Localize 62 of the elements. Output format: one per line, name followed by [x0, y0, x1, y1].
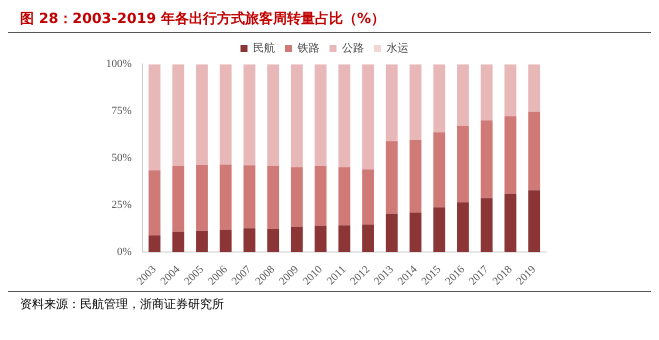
bar: [362, 169, 374, 225]
bar: [433, 64, 446, 132]
bar: [362, 224, 374, 252]
bar: [244, 228, 256, 252]
bar: [504, 194, 516, 252]
y-tick-label: 75%: [111, 104, 132, 117]
bar: [338, 64, 350, 168]
legend-label: 民航: [253, 41, 275, 54]
bar: [148, 170, 160, 236]
bar: [196, 165, 208, 231]
bar: [457, 126, 469, 202]
bar: [267, 166, 280, 229]
bar: [172, 166, 184, 232]
bar: [386, 64, 398, 142]
bar: [267, 228, 280, 252]
bar: [528, 64, 540, 112]
chart-title: 图 28：2003-2019 年各出行方式旅客周转量占比（%）: [8, 8, 651, 33]
y-tick-label: 50%: [111, 152, 132, 164]
bar: [244, 165, 256, 228]
bar: [220, 230, 232, 252]
bar: [504, 116, 516, 194]
bar: [244, 64, 256, 166]
bar: [480, 64, 493, 120]
y-tick-label: 0%: [116, 246, 132, 258]
legend-label: 公路: [342, 42, 364, 54]
bar: [290, 64, 303, 168]
bar: [267, 64, 280, 166]
bar: [220, 164, 232, 230]
bar: [172, 64, 184, 166]
bar: [410, 140, 422, 213]
bar: [220, 64, 232, 165]
bar: [457, 64, 469, 126]
bar: [410, 212, 422, 252]
bar: [148, 64, 160, 170]
bar: [504, 64, 516, 116]
bar: [290, 226, 303, 252]
bar: [314, 166, 327, 226]
bar: [457, 202, 469, 252]
bar: [410, 64, 422, 140]
bar: [196, 230, 208, 252]
bar: [528, 190, 540, 252]
bar: [386, 141, 398, 214]
legend-label: 水运: [386, 41, 408, 54]
bar: [314, 64, 327, 166]
y-tick-label: 100%: [106, 58, 132, 70]
bar: [148, 236, 160, 252]
bar: [528, 112, 540, 190]
text: 资料来源：民航管理，浙商证券研究所: [20, 296, 225, 313]
bar: [314, 226, 327, 252]
y-tick-label: 25%: [111, 198, 132, 211]
bar: [172, 232, 184, 252]
bar: [433, 132, 446, 208]
legend-label: 铁路: [296, 42, 320, 54]
bar: [433, 207, 446, 252]
bar: [290, 167, 303, 227]
bar: [338, 167, 350, 226]
bar: [362, 64, 374, 170]
bar: [480, 198, 493, 252]
bar: [480, 120, 493, 198]
bar: [338, 225, 350, 252]
bar: [196, 64, 208, 166]
bar: [386, 214, 398, 252]
